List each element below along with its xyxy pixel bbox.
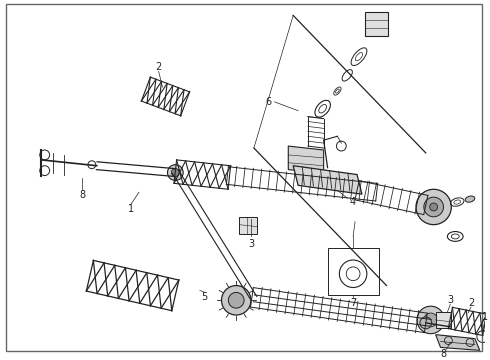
Circle shape (424, 313, 438, 327)
Text: 8: 8 (79, 190, 85, 200)
Bar (328, 248, 379, 295)
Circle shape (221, 285, 251, 315)
Text: 7: 7 (350, 298, 356, 308)
Text: 5: 5 (202, 292, 208, 302)
Circle shape (168, 165, 183, 180)
Text: 4: 4 (349, 197, 355, 207)
Circle shape (172, 168, 179, 176)
Circle shape (420, 317, 432, 329)
Text: 3: 3 (248, 239, 254, 249)
Text: 6: 6 (266, 97, 271, 107)
Polygon shape (365, 13, 389, 36)
Polygon shape (436, 335, 480, 350)
Polygon shape (288, 146, 323, 172)
Bar (436, 312, 451, 328)
Text: 8: 8 (441, 349, 446, 359)
Circle shape (430, 203, 438, 211)
Text: 1: 1 (482, 312, 488, 322)
Circle shape (228, 292, 244, 308)
Text: 3: 3 (447, 295, 453, 305)
Circle shape (417, 306, 444, 334)
Bar (239, 217, 257, 234)
Polygon shape (293, 166, 362, 194)
Circle shape (416, 189, 451, 225)
Text: 1: 1 (128, 204, 134, 214)
Circle shape (424, 197, 443, 217)
Text: 2: 2 (155, 63, 162, 72)
Text: 2: 2 (468, 298, 474, 308)
Ellipse shape (465, 196, 475, 202)
